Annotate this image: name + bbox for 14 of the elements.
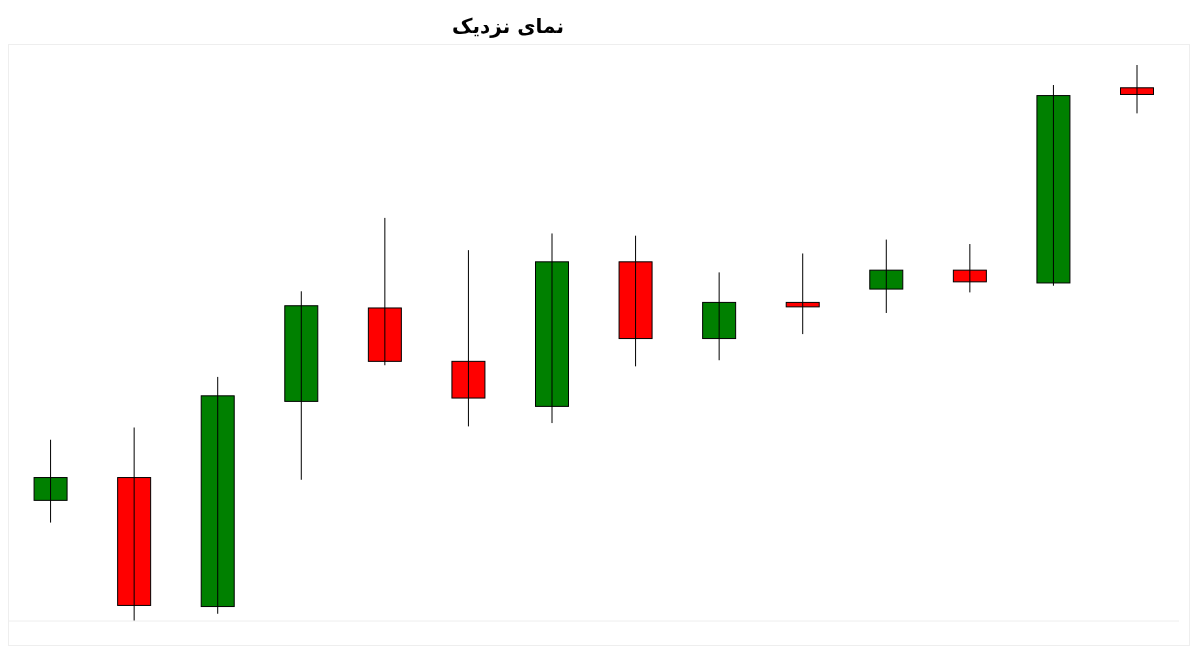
candlestick — [535, 232, 569, 424]
candlestick — [618, 235, 653, 367]
candlestick — [33, 439, 68, 524]
chart-title: نمای نزدیک — [451, 13, 565, 40]
candlestick — [284, 290, 319, 481]
candlestick — [451, 249, 486, 427]
candlestick — [367, 217, 402, 366]
candlestick — [117, 427, 152, 622]
candlestick — [200, 376, 235, 615]
candlestick — [1036, 84, 1071, 287]
candlestick — [702, 271, 737, 361]
candlestick — [1120, 64, 1154, 114]
candlestick — [785, 252, 820, 335]
candlestick — [869, 239, 904, 314]
